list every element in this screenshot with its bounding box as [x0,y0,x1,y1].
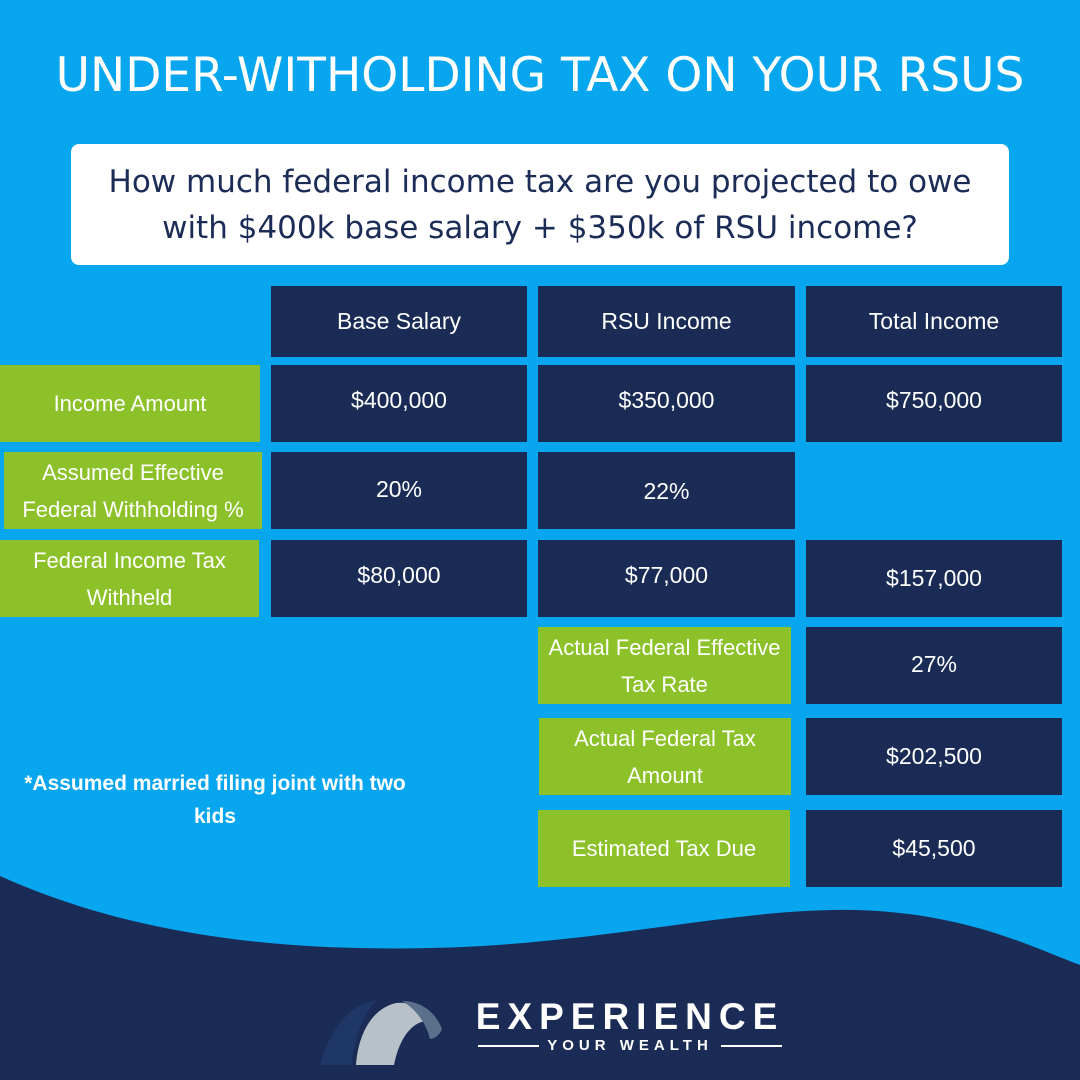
cell-income-base-salary: $400,000 [271,365,527,442]
cell-withheld-base-salary: $80,000 [271,540,527,617]
cell-withholding-rsu: 22% [538,452,795,529]
cell-income-total: $750,000 [806,365,1062,442]
header-rsu-income: RSU Income [538,286,795,357]
header-total-income: Total Income [806,286,1062,357]
cell-withheld-total: $157,000 [806,540,1062,617]
page-title: UNDER-WITHOLDING TAX ON YOUR RSUS [55,48,1025,103]
tagline-rule-right [720,1044,783,1047]
logo-mark-icon [320,1001,442,1065]
tagline-rule-left [478,1044,540,1047]
row-label-withholding-pct: Assumed Effective Federal Withholding % [4,452,262,529]
summary-value-tax-amount: $202,500 [806,718,1062,795]
row-label-income-amount: Income Amount [0,365,260,442]
brand-name: EXPERIENCE [475,996,785,1037]
question-text: How much federal income tax are you proj… [108,163,972,246]
cell-withholding-base-salary: 20% [271,452,527,529]
summary-label-effective-rate: Actual Federal Effective Tax Rate [538,627,791,704]
summary-label-tax-amount: Actual Federal Tax Amount [539,718,791,795]
row-label-tax-withheld: Federal Income Tax Withheld [0,540,259,617]
summary-value-effective-rate: 27% [806,627,1062,704]
cell-withheld-rsu: $77,000 [538,540,795,617]
brand-tagline-row: YOUR WEALTH [470,1037,790,1054]
brand-tagline: YOUR WEALTH [547,1037,713,1054]
cell-income-rsu: $350,000 [538,365,795,442]
header-base-salary: Base Salary [271,286,527,357]
summary-label-tax-due: Estimated Tax Due [538,810,790,887]
footnote: *Assumed married filing joint with two k… [24,772,406,828]
question-box: How much federal income tax are you proj… [71,144,1009,265]
summary-value-tax-due: $45,500 [806,810,1062,887]
